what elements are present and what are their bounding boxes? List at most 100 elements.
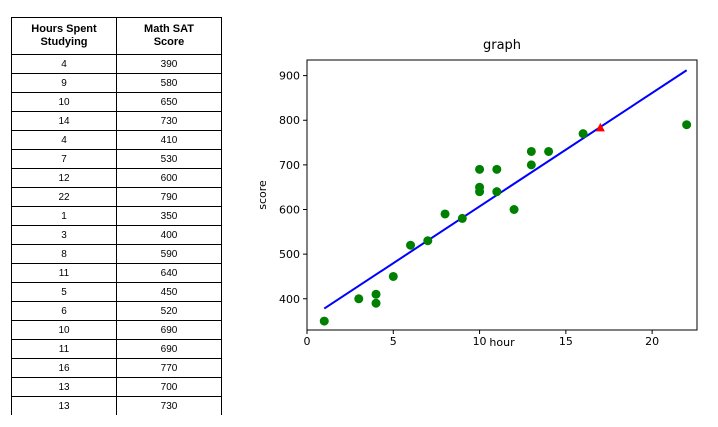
table-row: 5 450 [11,282,222,302]
chart-title: graph [483,38,521,53]
score-cell: 520 [116,301,222,321]
y-axis-label: score [256,180,269,210]
hours-cell: 9 [11,73,117,93]
table-row: 11 640 [11,263,222,283]
table-row: 9 580 [11,73,222,93]
y-tick-label: 500 [279,248,300,261]
x-tick-label: 10 [473,335,487,348]
score-cell: 580 [116,73,222,93]
table-row: 1 350 [11,206,222,226]
scatter-point [371,298,381,308]
score-cell: 590 [116,244,222,264]
column-header-score: Math SAT Score [116,17,222,55]
table-row: 10 650 [11,92,222,112]
table-row: 13 700 [11,377,222,397]
hours-cell: 13 [11,377,117,397]
chart-container: graph 0 5 10 15 20 400 500 600 700 800 900 hour s… [240,28,710,363]
scatter-point [492,187,502,197]
score-cell: 700 [116,377,222,397]
x-tick-label: 15 [559,335,573,348]
scatter-point [406,240,416,250]
score-cell: 730 [116,396,222,415]
score-cell: 600 [116,168,222,188]
hours-cell: 13 [11,396,117,415]
x-tick-label: 5 [390,335,397,348]
hours-cell: 7 [11,149,117,169]
table-row: 6 520 [11,301,222,321]
scatter-point [354,294,364,304]
x-tick-label: 20 [645,335,659,348]
x-axis-label: hour [489,336,515,349]
prediction-marker [595,122,605,132]
scatter-point [423,236,433,246]
hours-cell: 4 [11,130,117,150]
score-cell: 450 [116,282,222,302]
column-header-hours: Hours Spent Studying [11,17,117,55]
scatter-point [526,146,536,156]
scatter-point [526,160,536,170]
x-tick-label: 0 [304,335,311,348]
scatter-point [475,187,485,197]
hours-cell: 3 [11,225,117,245]
table-row: 13 730 [11,396,222,415]
score-cell: 790 [116,187,222,207]
plot-frame [306,59,698,331]
table-row: 4 410 [11,130,222,150]
table-row: 10 690 [11,320,222,340]
score-cell: 690 [116,320,222,340]
score-cell: 770 [116,358,222,378]
hours-cell: 22 [11,187,117,207]
hours-cell: 5 [11,282,117,302]
score-cell: 730 [116,111,222,131]
scatter-point [475,164,485,174]
table-header-row: Hours Spent Studying Math SAT Score [11,17,222,55]
y-tick-label: 900 [279,70,300,83]
hours-cell: 4 [11,54,117,74]
score-cell: 350 [116,206,222,226]
hours-cell: 1 [11,206,117,226]
scatter-point [371,289,381,299]
score-cell: 690 [116,339,222,359]
score-cell: 390 [116,54,222,74]
table-row: 7 530 [11,149,222,169]
hours-cell: 10 [11,92,117,112]
hours-cell: 8 [11,244,117,264]
scatter-point [388,271,398,281]
score-cell: 640 [116,263,222,283]
table-row: 3 400 [11,225,222,245]
y-tick-label: 800 [279,114,300,127]
scatter-point [492,164,502,174]
table-row: 11 690 [11,339,222,359]
score-cell: 410 [116,130,222,150]
score-cell: 530 [116,149,222,169]
hours-cell: 14 [11,111,117,131]
regression-line [323,69,688,310]
table-row: 14 730 [11,111,222,131]
score-cell: 400 [116,225,222,245]
table-row: 22 790 [11,187,222,207]
hours-cell: 12 [11,168,117,188]
table-body: 4 390 9 580 10 650 14 730 4 410 7 530 12 600 22 790 1 350… [11,54,222,415]
scatter-point [682,120,692,130]
table-row: 12 600 [11,168,222,188]
hours-cell: 10 [11,320,117,340]
table-row: 16 770 [11,358,222,378]
scatter-point [509,205,519,215]
hours-cell: 16 [11,358,117,378]
table-row: 8 590 [11,244,222,264]
data-table-container: Hours Spent Studying Math SAT Score 4 390… [11,17,222,415]
hours-cell: 11 [11,263,117,283]
scatter-point [457,213,467,223]
y-tick-label: 400 [279,293,300,306]
plot-content [319,69,692,326]
x-axis: 0 5 10 15 20 [304,330,659,348]
scatter-chart: graph 0 5 10 15 20 400 500 600 700 800 900 hour s… [256,38,698,349]
scatter-point [319,316,329,326]
y-tick-label: 600 [279,204,300,217]
data-table: Hours Spent Studying Math SAT Score 4 390… [11,17,222,415]
y-axis: 400 500 600 700 800 900 [279,70,307,306]
table-row: 4 390 [11,54,222,74]
hours-cell: 6 [11,301,117,321]
scatter-point [440,209,450,219]
score-cell: 650 [116,92,222,112]
